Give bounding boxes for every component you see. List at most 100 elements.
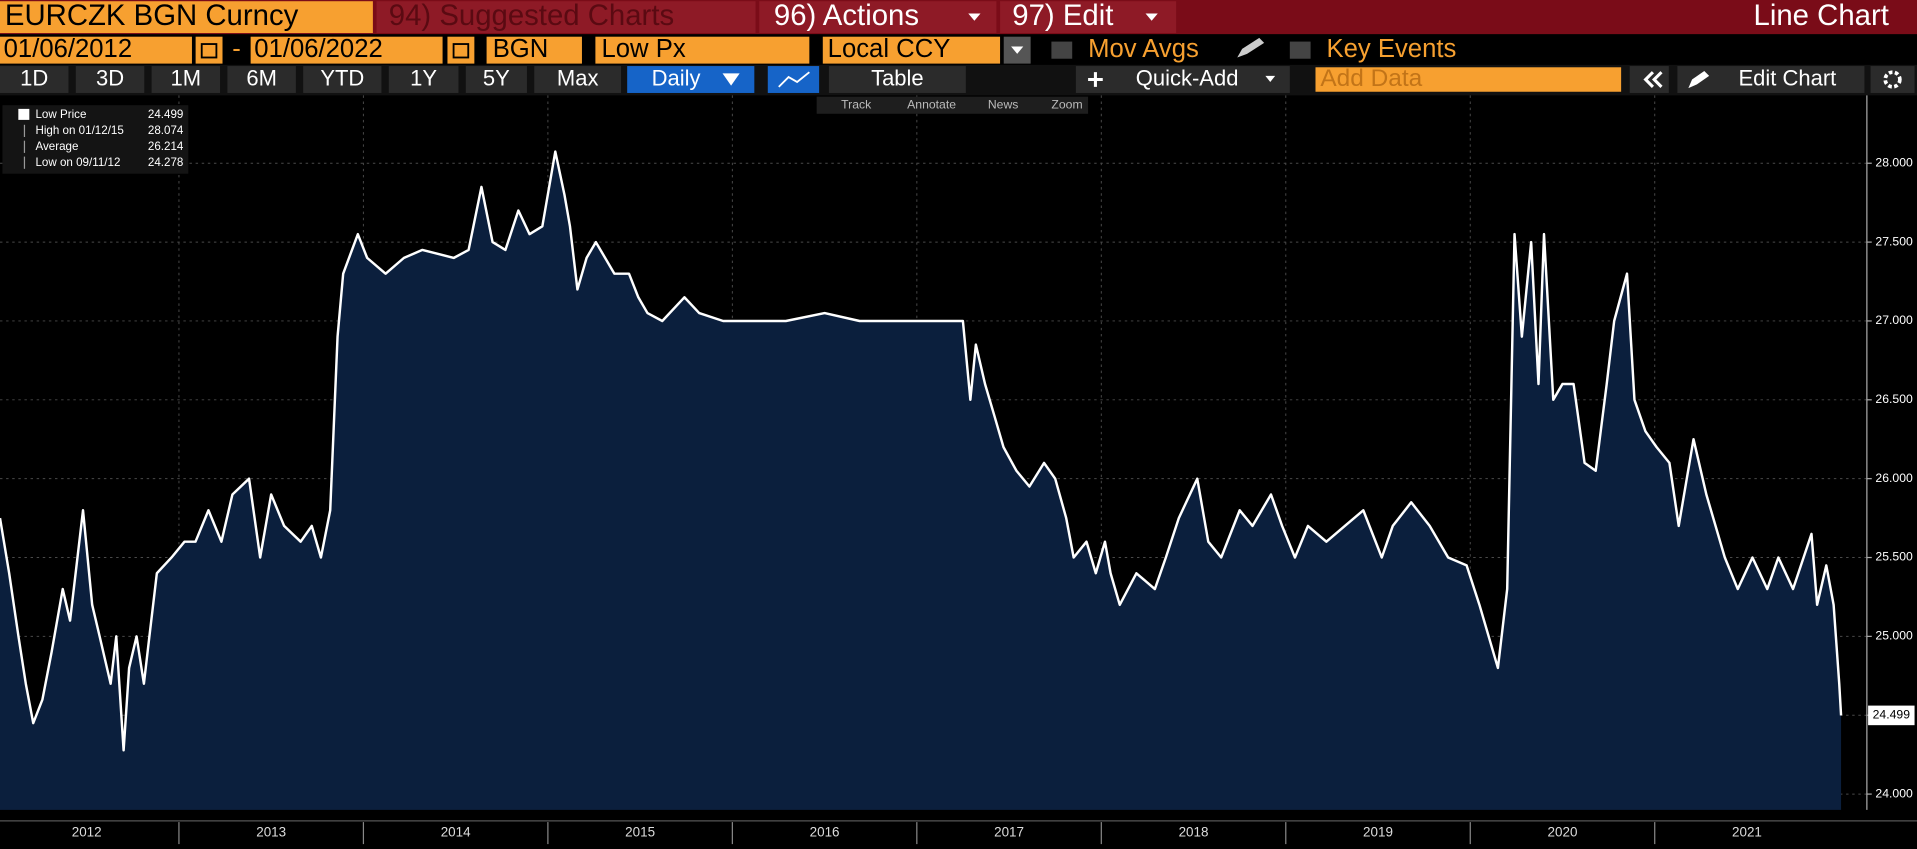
area-fill xyxy=(0,151,1842,810)
edit-chart-button[interactable] xyxy=(1677,66,1865,93)
legend-label: Low on 09/11/12 xyxy=(35,156,120,169)
pencil-icon[interactable] xyxy=(1237,37,1265,58)
period-button[interactable] xyxy=(388,66,459,93)
period-button[interactable] xyxy=(465,66,527,93)
legend-swatch[interactable] xyxy=(18,108,30,120)
menu-button[interactable] xyxy=(759,1,997,34)
y-tick-label: 28.000 xyxy=(1875,155,1913,169)
tool-label[interactable]: Annotate xyxy=(907,97,956,111)
legend-value: 24.499 xyxy=(148,108,184,121)
legend-value: 24.278 xyxy=(148,156,184,169)
period-button[interactable] xyxy=(534,66,622,93)
dropdown-arrow xyxy=(722,73,740,86)
legend-label: Average xyxy=(35,140,78,153)
menu-button[interactable] xyxy=(376,1,756,34)
tool-label[interactable]: Track xyxy=(841,97,872,111)
table-button[interactable] xyxy=(828,66,966,93)
legend-value: 28.074 xyxy=(148,124,184,137)
last-value-box xyxy=(1868,705,1915,726)
frequency: Daily xyxy=(652,65,701,90)
period-button[interactable] xyxy=(227,66,296,93)
option-label: Mov Avgs xyxy=(1088,35,1199,63)
chart-tools xyxy=(816,96,1089,114)
menu-label: 94) Suggested Charts xyxy=(389,0,674,32)
menu-button[interactable] xyxy=(1000,1,1177,34)
x-tick-label: 2021 xyxy=(1732,825,1762,840)
y-tick-label: 24.000 xyxy=(1875,786,1913,800)
calendar-icon xyxy=(452,43,470,59)
add-data-placeholder: Add Data xyxy=(1320,65,1422,92)
field-field[interactable] xyxy=(595,36,810,64)
legend-label: Low Price xyxy=(35,108,86,121)
security-box[interactable] xyxy=(0,1,373,34)
y-tick-label: 27.000 xyxy=(1875,313,1913,327)
x-tick-label: 2014 xyxy=(441,825,471,840)
x-tick-label: 2020 xyxy=(1548,825,1578,840)
pencil-icon xyxy=(1688,70,1710,89)
period-button[interactable] xyxy=(151,66,221,93)
x-tick-label: 2019 xyxy=(1363,825,1393,840)
period-button[interactable] xyxy=(303,66,382,93)
x-tick-label: 2015 xyxy=(625,825,655,840)
date-separator: - xyxy=(232,35,241,63)
menu-label: 96) Actions xyxy=(774,0,919,32)
currency: Local CCY xyxy=(828,35,951,63)
add-data-input[interactable] xyxy=(1315,67,1622,92)
y-tick-label: 26.000 xyxy=(1875,471,1913,485)
source-field[interactable] xyxy=(486,36,582,64)
settings-button[interactable] xyxy=(1870,66,1915,93)
dropdown-arrow xyxy=(1145,13,1158,21)
collapse-button[interactable] xyxy=(1629,66,1669,93)
tool-label[interactable]: Zoom xyxy=(1051,97,1082,111)
menu-label: 97) Edit xyxy=(1012,0,1113,32)
y-tick-label: 25.000 xyxy=(1875,629,1913,643)
quick-add-label: Quick-Add xyxy=(1136,65,1239,90)
checkbox[interactable] xyxy=(1289,41,1311,59)
dropdown-arrow xyxy=(968,13,981,21)
edit-chart-label: Edit Chart xyxy=(1739,65,1837,90)
period-label: 6M xyxy=(246,65,277,90)
field: Low Px xyxy=(602,35,686,63)
period-label: 1M xyxy=(171,65,202,90)
currency-field[interactable] xyxy=(822,36,1001,64)
collapse-icon xyxy=(1643,71,1663,88)
chart: 24.00024.50025.00025.50026.00026.50027.0… xyxy=(0,95,1917,845)
period-label: Max xyxy=(557,65,599,90)
option-label: Key Events xyxy=(1326,35,1456,63)
x-tick-label: 2013 xyxy=(256,825,286,840)
plus-icon xyxy=(1088,72,1103,87)
chart-icon xyxy=(778,71,810,88)
calendar-icon xyxy=(200,43,218,59)
end-date-field[interactable] xyxy=(250,36,443,64)
legend-label: High on 01/12/15 xyxy=(35,124,123,137)
period-button[interactable] xyxy=(0,66,69,93)
checkbox[interactable] xyxy=(1051,41,1073,59)
y-tick-label: 25.500 xyxy=(1875,550,1913,564)
view-title: Line Chart xyxy=(1754,0,1889,32)
period-label: YTD xyxy=(320,65,364,90)
x-tick-label: 2017 xyxy=(994,825,1024,840)
tool-label[interactable]: News xyxy=(988,97,1019,111)
x-tick-label: 2018 xyxy=(1179,825,1209,840)
period-buttons: 1D 3D 1M 6M YTD 1Y 5Y Max xyxy=(0,65,622,93)
period-label: 1Y xyxy=(410,65,437,90)
end-date: 01/06/2022 xyxy=(254,35,382,63)
period-button[interactable] xyxy=(75,66,145,93)
x-tick-label: 2012 xyxy=(72,825,102,840)
calendar-button[interactable] xyxy=(195,36,223,64)
quick-add-button[interactable] xyxy=(1075,66,1290,93)
calendar-button[interactable] xyxy=(447,36,475,64)
table-label: Table xyxy=(871,65,924,90)
period-label: 1D xyxy=(20,65,48,90)
period-label: 3D xyxy=(96,65,124,90)
start-date-field[interactable] xyxy=(0,36,192,64)
legend: Low Price 24.499 High on 01/12/15 28.074 Ave… xyxy=(18,108,184,169)
source: BGN xyxy=(493,35,549,63)
y-tick-label: 27.500 xyxy=(1875,234,1913,248)
gear-icon xyxy=(1883,70,1902,89)
x-tick-label: 2016 xyxy=(810,825,840,840)
dropdown-arrow xyxy=(1265,75,1276,82)
y-tick-label: 26.500 xyxy=(1875,392,1913,406)
